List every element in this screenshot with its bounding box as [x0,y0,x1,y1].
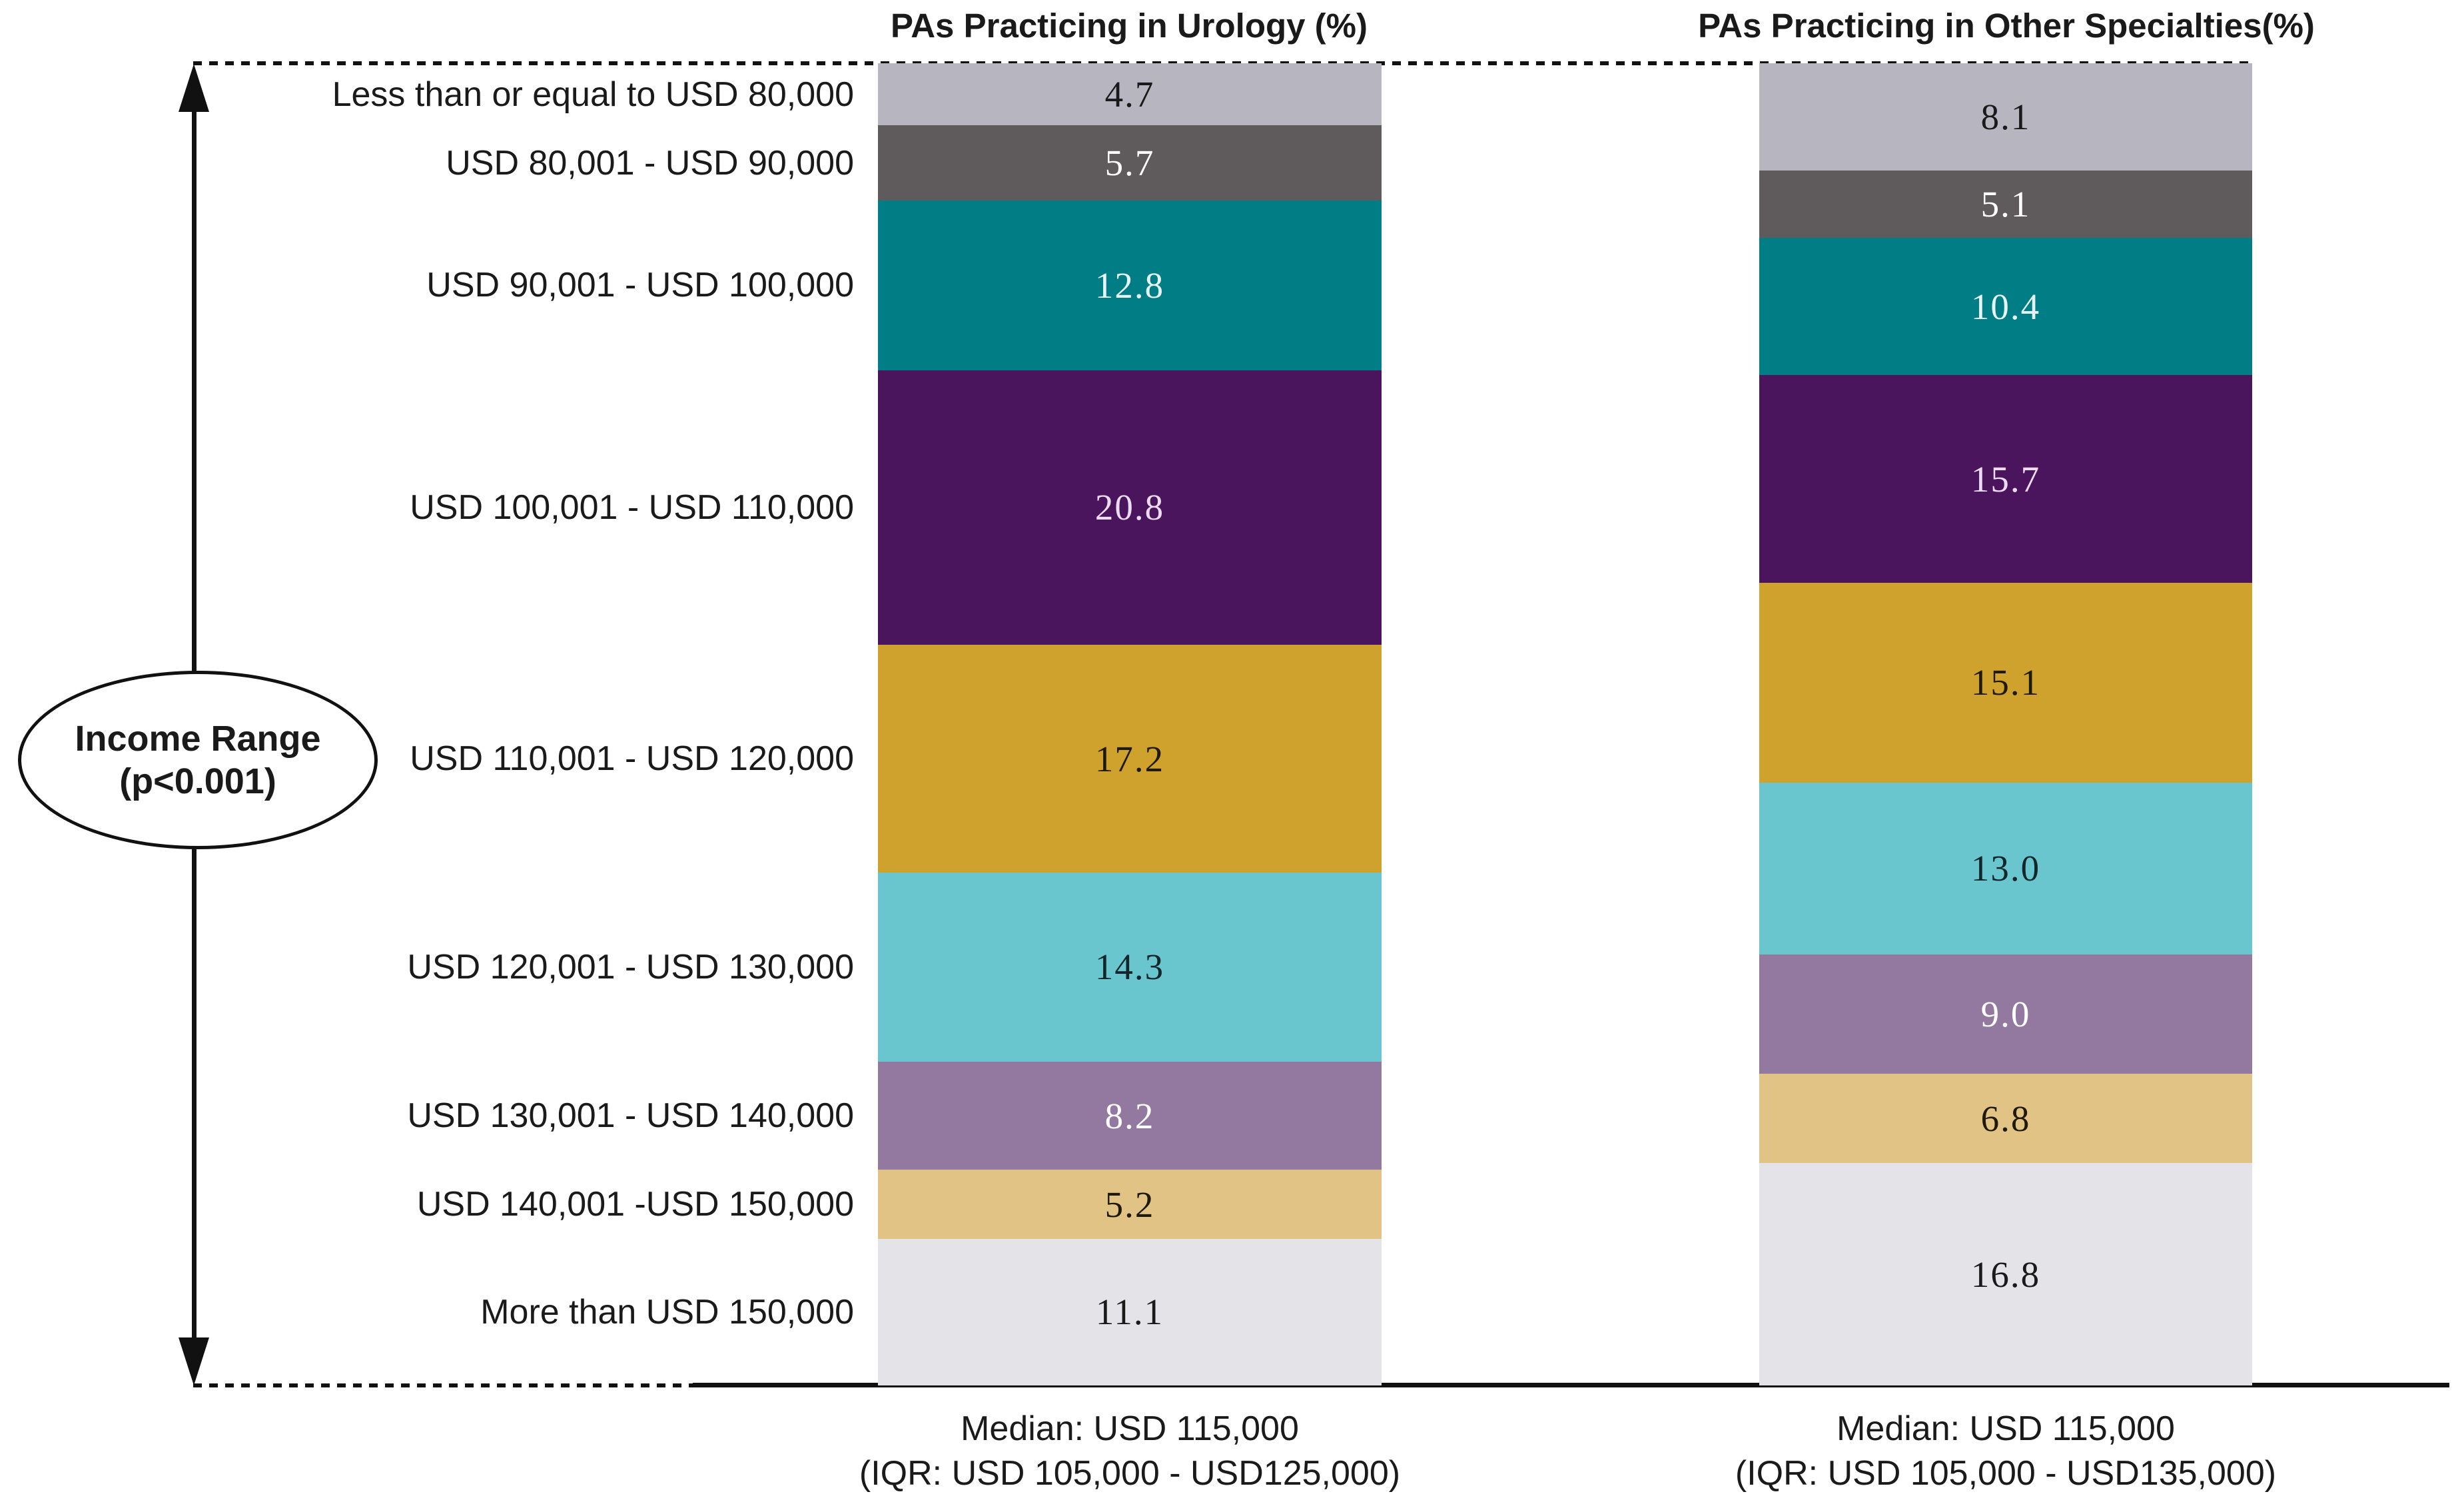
category-label: USD 140,001 -USD 150,000 [416,1185,854,1224]
category-label: USD 80,001 - USD 90,000 [446,143,854,183]
bar-segment: 15.7 [1759,375,2252,583]
median-note-other-specialties: Median: USD 115,000 (IQR: USD 105,000 - … [1573,1407,2439,1496]
stacked-bar-urology: 4.7 5.7 12.8 20.8 17.2 14.3 8.2 5.2 11.1 [878,63,1382,1385]
iqr-value-urology: (IQR: USD 105,000 - USD125,000) [859,1454,1401,1493]
arrowhead-down-icon [179,1337,209,1385]
column-header-urology: PAs Practicing in Urology (%) [891,7,1368,45]
bar-segment: 5.2 [878,1170,1382,1239]
median-value-urology: Median: USD 115,000 [961,1409,1299,1448]
segment-value-label: 9.0 [1980,993,2031,1034]
bar-segment: 16.8 [1759,1163,2252,1385]
arrowhead-up-icon [179,64,209,112]
income-range-ellipse: Income Range (p<0.001) [18,671,378,849]
median-value-other: Median: USD 115,000 [1837,1409,2175,1448]
segment-value-label: 13.0 [1970,848,2041,889]
segment-value-label: 14.3 [1094,946,1165,988]
segment-value-label: 10.4 [1970,286,2041,327]
column-header-other-specialties: PAs Practicing in Other Specialties(%) [1698,7,2315,45]
bar-segment: 10.4 [1759,238,2252,376]
category-label: More than USD 150,000 [480,1292,854,1331]
bar-segment: 8.2 [878,1061,1382,1170]
bar-segment: 20.8 [878,370,1382,645]
bar-segment: 11.1 [878,1238,1382,1385]
category-label: USD 90,001 - USD 100,000 [426,266,854,305]
segment-value-label: 16.8 [1970,1254,2041,1295]
segment-value-label: 4.7 [1104,74,1155,115]
bar-segment: 5.7 [878,125,1382,201]
segment-value-label: 20.8 [1094,487,1165,528]
segment-value-label: 15.7 [1970,458,2041,500]
segment-value-label: 17.2 [1094,738,1165,779]
bar-segment: 17.2 [878,645,1382,873]
segment-value-label: 8.2 [1104,1095,1155,1136]
segment-value-label: 11.1 [1095,1292,1164,1333]
segment-value-label: 5.1 [1980,183,2031,224]
bar-segment: 12.8 [878,200,1382,370]
bar-segment: 4.7 [878,63,1382,126]
bottom-axis-line [693,1383,2449,1387]
median-note-urology: Median: USD 115,000 (IQR: USD 105,000 - … [697,1407,1563,1496]
income-range-pvalue: (p<0.001) [119,761,276,801]
bar-segment: 8.1 [1759,63,2252,171]
bar-segment: 15.1 [1759,583,2252,783]
segment-value-label: 5.7 [1104,143,1155,184]
bar-segment: 14.3 [878,872,1382,1062]
segment-value-label: 8.1 [1980,96,2031,137]
segment-value-label: 15.1 [1970,662,2041,703]
category-label: USD 100,001 - USD 110,000 [410,488,854,527]
bar-segment: 5.1 [1759,170,2252,238]
bottom-dotted-line [193,1383,693,1387]
segment-value-label: 12.8 [1094,264,1165,306]
category-label: USD 120,001 - USD 130,000 [407,947,854,986]
category-label: USD 130,001 - USD 140,000 [407,1096,854,1136]
category-label: Less than or equal to USD 80,000 [332,75,854,114]
segment-value-label: 6.8 [1980,1098,2031,1139]
bar-segment: 13.0 [1759,782,2252,954]
bar-segment: 9.0 [1759,954,2252,1074]
stacked-bar-other-specialties: 8.1 5.1 10.4 15.7 15.1 13.0 9.0 6.8 16.8 [1759,63,2252,1385]
segment-value-label: 5.2 [1104,1184,1155,1225]
income-range-label: Income Range [75,719,321,759]
category-label: USD 110,001 - USD 120,000 [410,739,854,779]
bar-segment: 6.8 [1759,1073,2252,1164]
iqr-value-other: (IQR: USD 105,000 - USD135,000) [1735,1454,2277,1493]
